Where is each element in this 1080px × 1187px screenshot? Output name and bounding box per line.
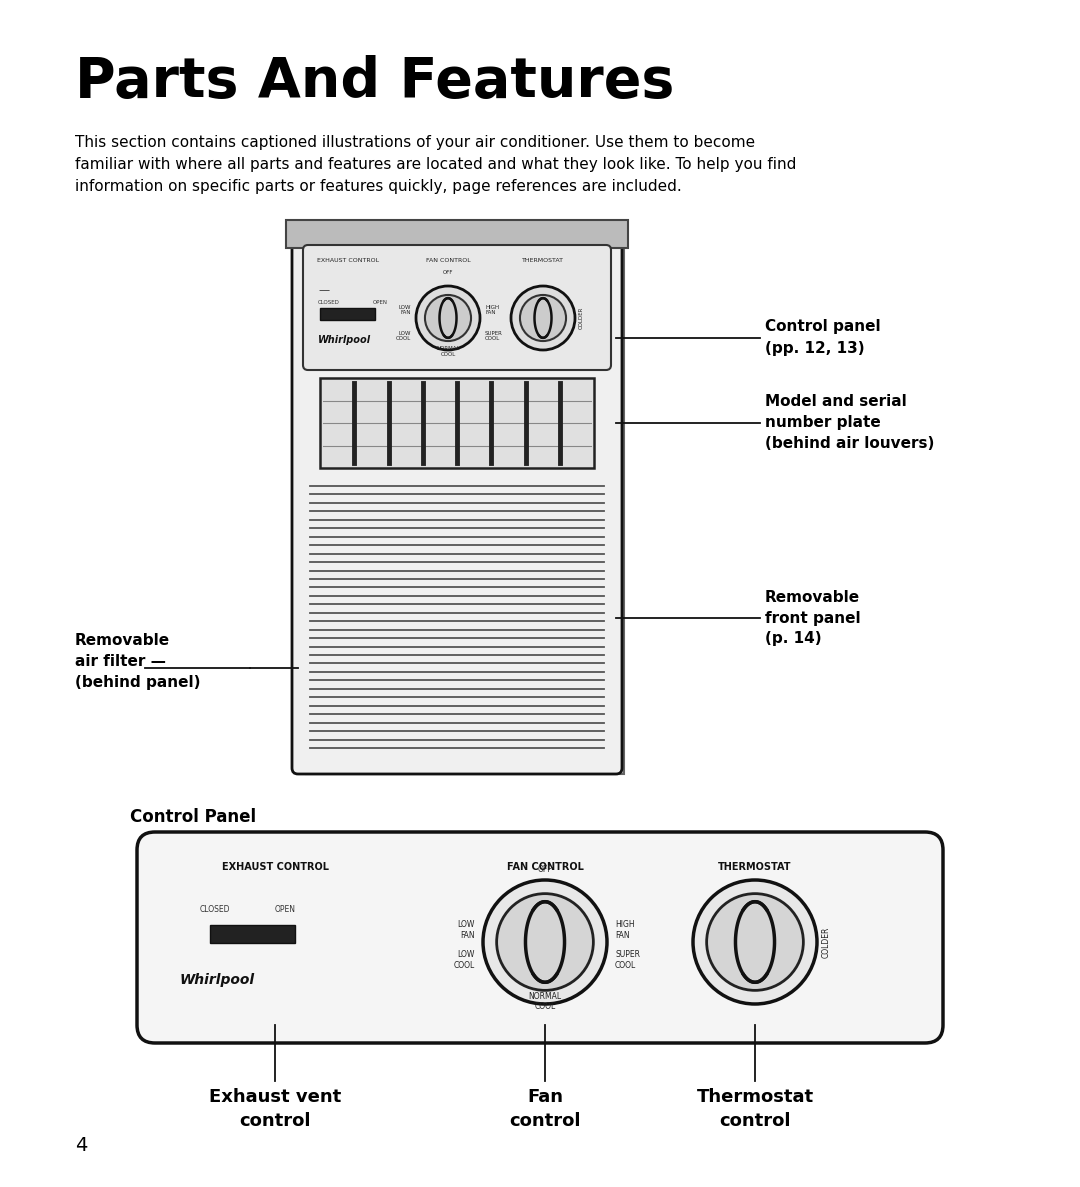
Bar <box>306 245 624 774</box>
Text: OFF: OFF <box>443 269 454 274</box>
Bar <box>210 925 295 942</box>
FancyBboxPatch shape <box>292 231 622 774</box>
Text: Exhaust vent
control: Exhaust vent control <box>208 1088 341 1130</box>
Text: NORMAL
COOL: NORMAL COOL <box>528 991 562 1011</box>
Bar <box>286 220 627 248</box>
Text: FAN CONTROL: FAN CONTROL <box>426 258 471 264</box>
Text: Whirlpool: Whirlpool <box>318 335 372 345</box>
Text: Removable
front panel
(p. 14): Removable front panel (p. 14) <box>765 590 861 647</box>
Bar <box>320 307 375 320</box>
Text: Fan
control: Fan control <box>510 1088 581 1130</box>
Text: COLDER: COLDER <box>822 926 831 958</box>
Circle shape <box>511 286 575 350</box>
FancyBboxPatch shape <box>137 832 943 1043</box>
Text: LOW
FAN: LOW FAN <box>399 305 411 316</box>
Text: HIGH
FAN: HIGH FAN <box>485 305 499 316</box>
Circle shape <box>483 880 607 1004</box>
Text: OFF: OFF <box>538 865 552 875</box>
Circle shape <box>497 894 593 990</box>
Circle shape <box>693 880 816 1004</box>
Text: CLOSED: CLOSED <box>200 906 230 914</box>
Text: THERMOSTAT: THERMOSTAT <box>718 862 792 872</box>
Text: CLOSED: CLOSED <box>318 299 340 305</box>
Text: Thermostat
control: Thermostat control <box>697 1088 813 1130</box>
Text: NORMAL
COOL: NORMAL COOL <box>436 347 460 357</box>
Text: Parts And Features: Parts And Features <box>75 55 674 109</box>
Text: HIGH
FAN: HIGH FAN <box>615 920 635 940</box>
Text: 4: 4 <box>75 1136 87 1155</box>
Circle shape <box>416 286 480 350</box>
Text: This section contains captioned illustrations of your air conditioner. Use them : This section contains captioned illustra… <box>75 135 796 195</box>
Text: SUPER
COOL: SUPER COOL <box>485 331 503 342</box>
Bar <box>320 377 594 468</box>
Text: OPEN: OPEN <box>373 299 388 305</box>
Text: Model and serial
number plate
(behind air louvers): Model and serial number plate (behind ai… <box>765 394 934 451</box>
Circle shape <box>424 294 471 341</box>
FancyBboxPatch shape <box>303 245 611 370</box>
Text: LOW
COOL: LOW COOL <box>454 951 475 970</box>
Text: LOW
FAN: LOW FAN <box>458 920 475 940</box>
Text: LOW
COOL: LOW COOL <box>395 331 411 342</box>
Text: EXHAUST CONTROL: EXHAUST CONTROL <box>316 258 379 264</box>
Text: —: — <box>318 285 329 296</box>
Text: FAN CONTROL: FAN CONTROL <box>507 862 583 872</box>
Text: THERMOSTAT: THERMOSTAT <box>522 258 564 264</box>
Text: Control Panel: Control Panel <box>130 808 256 826</box>
Circle shape <box>706 894 804 990</box>
Text: SUPER
COOL: SUPER COOL <box>615 951 640 970</box>
Text: EXHAUST CONTROL: EXHAUST CONTROL <box>221 862 328 872</box>
Text: Removable
air filter —
(behind panel): Removable air filter — (behind panel) <box>75 633 201 690</box>
Text: OPEN: OPEN <box>274 906 296 914</box>
Text: COLDER: COLDER <box>579 306 584 329</box>
Text: Control panel
(pp. 12, 13): Control panel (pp. 12, 13) <box>765 319 880 355</box>
Text: Whirlpool: Whirlpool <box>180 973 255 988</box>
Circle shape <box>519 294 566 341</box>
